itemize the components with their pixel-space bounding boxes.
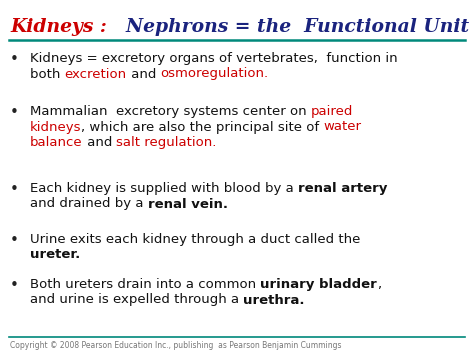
- Text: and urine is expelled through a: and urine is expelled through a: [30, 294, 243, 306]
- Text: and drained by a: and drained by a: [30, 197, 148, 211]
- Text: water: water: [324, 120, 362, 133]
- Text: excretion: excretion: [64, 67, 127, 81]
- Text: •: •: [10, 52, 19, 67]
- Text: kidneys: kidneys: [30, 120, 82, 133]
- Text: Each kidney is supplied with blood by a: Each kidney is supplied with blood by a: [30, 182, 298, 195]
- Text: ,: ,: [377, 278, 381, 291]
- Text: salt regulation.: salt regulation.: [116, 136, 217, 149]
- Text: renal artery: renal artery: [298, 182, 387, 195]
- Text: paired: paired: [311, 105, 353, 118]
- Text: balance: balance: [30, 136, 82, 149]
- Text: osmoregulation.: osmoregulation.: [160, 67, 268, 81]
- Text: urinary bladder: urinary bladder: [260, 278, 377, 291]
- Text: and: and: [127, 67, 160, 81]
- Text: •: •: [10, 278, 19, 293]
- Text: ureter.: ureter.: [30, 248, 80, 262]
- Text: •: •: [10, 233, 19, 248]
- Text: •: •: [10, 105, 19, 120]
- Text: Urine exits each kidney through a duct called the: Urine exits each kidney through a duct c…: [30, 233, 360, 246]
- Text: renal vein.: renal vein.: [148, 197, 228, 211]
- Text: Kidneys :: Kidneys :: [10, 18, 113, 36]
- Text: and: and: [82, 136, 116, 149]
- Text: urethra.: urethra.: [243, 294, 305, 306]
- Text: both: both: [30, 67, 64, 81]
- Text: •: •: [10, 182, 19, 197]
- Text: Mammalian  excretory systems center on: Mammalian excretory systems center on: [30, 105, 311, 118]
- Text: Nephrons = the  Functional Unit: Nephrons = the Functional Unit: [113, 18, 469, 36]
- Text: Copyright © 2008 Pearson Education Inc., publishing  as Pearson Benjamin Cumming: Copyright © 2008 Pearson Education Inc.,…: [10, 341, 341, 350]
- Text: , which are also the principal site of: , which are also the principal site of: [82, 120, 324, 133]
- Text: Kidneys = excretory organs of vertebrates,  function in: Kidneys = excretory organs of vertebrate…: [30, 52, 398, 65]
- Text: Both ureters drain into a common: Both ureters drain into a common: [30, 278, 260, 291]
